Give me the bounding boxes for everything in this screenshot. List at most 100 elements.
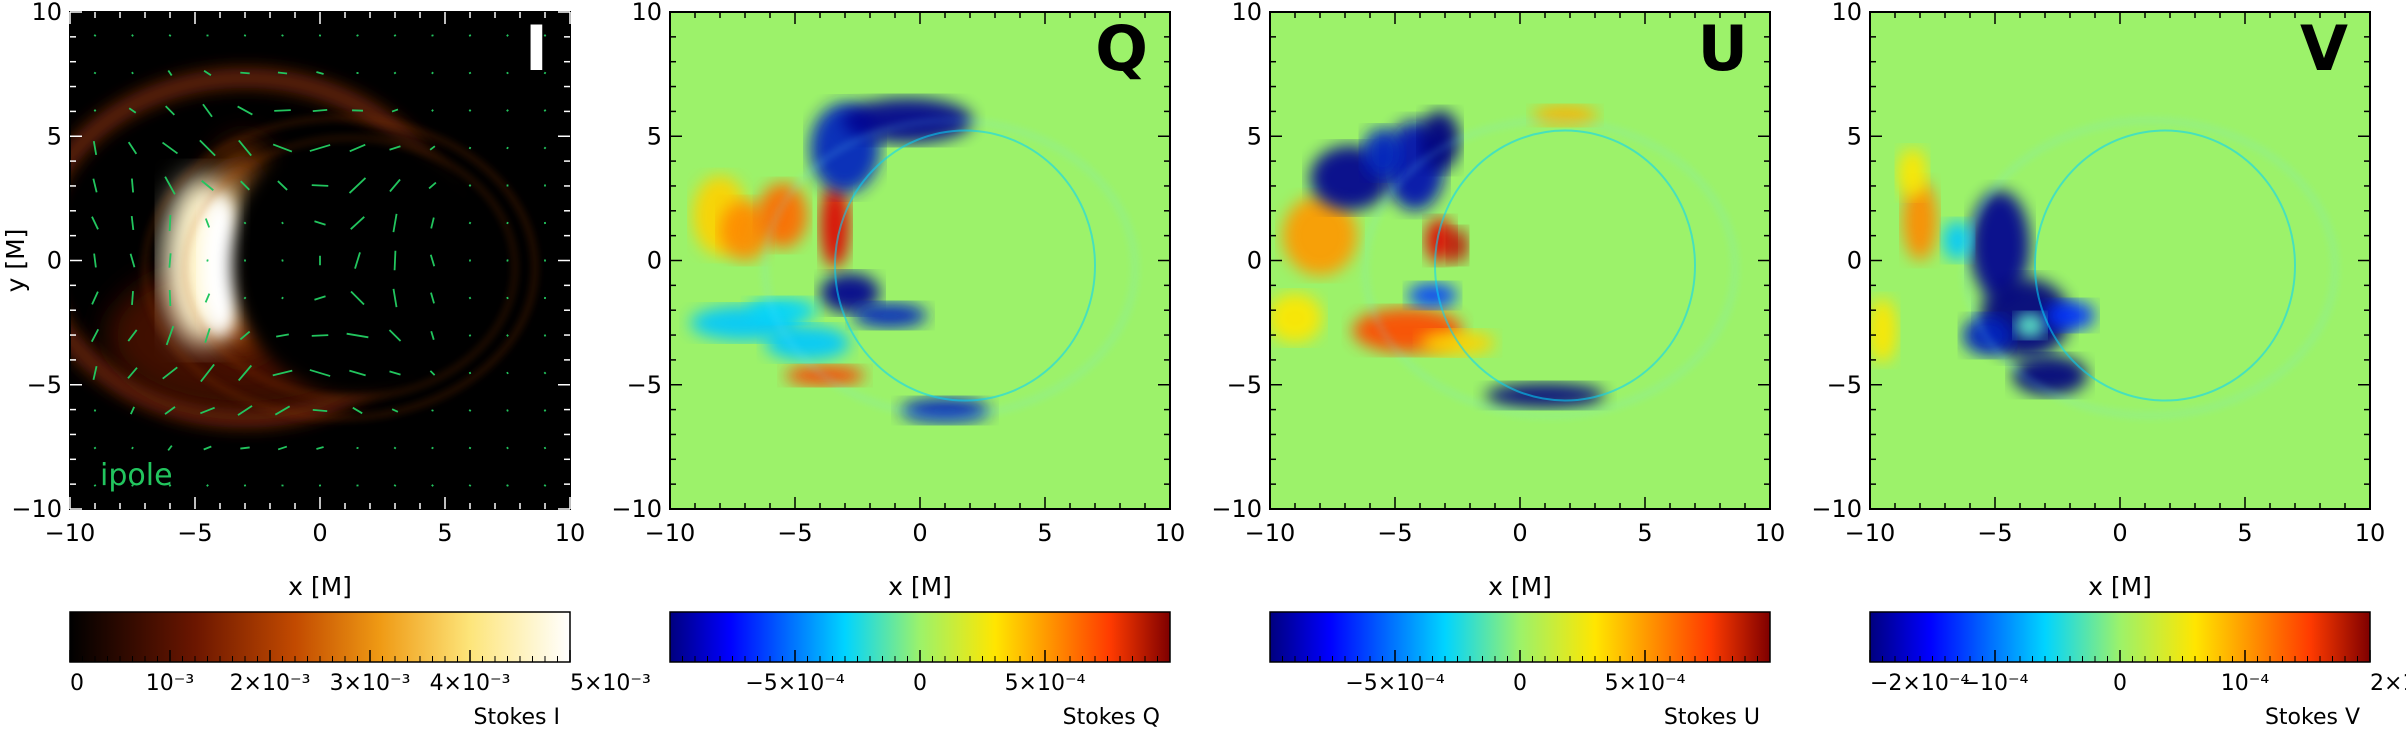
x-axis-label: x [M] [288,572,352,601]
polarization-tick [309,369,331,377]
polarization-tick [131,446,134,450]
polarization-tick [93,446,97,450]
stokes-image [670,12,1170,509]
y-tick-label: −10 [1211,495,1262,523]
y-tick-label: 0 [1247,247,1262,275]
polarization-tick [274,109,291,112]
polarization-feature [2045,300,2095,331]
polarization-tick [237,105,253,116]
polarization-feature [820,273,880,313]
polarization-tick [130,406,135,415]
polarization-tick [204,218,211,228]
polarization-tick [543,484,547,487]
polarization-tick [238,139,252,157]
colorbar-tick-label: −2×10⁻⁴ [1870,671,1969,696]
polarization-tick [168,34,172,37]
colorbar-tick-label: 10⁻⁴ [2221,671,2270,696]
polarization-tick [281,34,284,37]
polarization-tick [468,334,472,337]
polarization-tick [91,291,99,305]
polarization-feature [747,298,818,323]
polarization-tick [468,221,472,225]
polarization-tick [272,369,293,377]
emission-ring-thin [143,116,537,420]
polarization-tick [506,146,509,150]
panel-letter: Q [1095,12,1148,85]
polarization-tick [346,332,369,339]
colorbar-tick-label: 10⁻³ [146,671,194,696]
polarization-tick [389,178,401,193]
polarization-tick [93,409,97,412]
polarization-tick [199,139,216,157]
polarization-tick [168,253,172,268]
polarization-tick [506,484,509,487]
y-tick-label: 0 [1847,247,1862,275]
photon-ring [184,137,516,399]
polarization-tick [314,220,326,226]
colorbar-tick-label: −5×10⁻⁴ [745,671,844,696]
polarization-tick [429,254,436,267]
polarization-feature [757,183,808,248]
image-background [1870,12,2370,509]
colorbar [69,611,571,663]
panel-u: −10 −5 0 5 10 −10 −5 0 5 10 x [M] U −5×10⁻⁴ 0 5×10⁻⁴ St… [1211,0,1785,730]
polarization-tick [431,409,434,412]
polarization-tick [393,446,397,450]
polarization-tick [468,146,472,150]
polarization-tick [468,34,472,37]
polarization-tick [468,296,472,300]
image-background [670,12,1170,509]
polarization-tick [127,141,138,155]
polarization-tick [543,71,547,75]
polarization-tick [243,296,247,300]
y-tick-label: −5 [1827,371,1862,399]
polarization-tick [506,71,509,75]
x-tick-label: −5 [1977,519,2012,547]
polarization-tick [468,109,472,112]
polarization-tick [468,184,472,187]
y-tick-label: 5 [1847,122,1862,150]
polarization-tick [350,290,365,306]
polarization-tick [431,446,434,450]
colorbar-tick-label: 0 [2113,671,2127,696]
polarization-feature [1447,228,1468,263]
polarization-tick [276,333,289,338]
polarization-feature [1270,293,1323,343]
polarization-tick [391,108,399,113]
polarization-feature [1902,180,1938,261]
polarization-tick [354,252,361,269]
colorbar-tick-label: −10⁻⁴ [1962,671,2029,696]
polarization-feature [2015,313,2045,338]
polarization-tick [165,105,175,116]
polarization-tick [349,369,366,377]
polarization-tick [168,214,172,232]
polarization-tick [356,34,359,37]
code-label: ipole [100,458,173,493]
y-tick-label: −5 [1227,371,1262,399]
polarization-tick [127,329,138,342]
polarization-tick [127,367,138,379]
colorbar-title: Stokes I [474,705,561,730]
polarization-tick [393,250,397,271]
polarization-feature [1970,190,2030,301]
polarization-tick [506,109,509,112]
colorbar-tick-label: 2×10⁻ [2370,671,2406,696]
colorbar-tick-label: 3×10⁻³ [330,671,411,696]
polarization-feature [765,325,850,361]
polarization-tick [206,259,209,262]
x-axis-label: x [M] [1488,572,1552,601]
polarization-tick [543,109,547,112]
polarization-tick [389,145,401,151]
polarization-tick [506,259,509,262]
x-tick-label: −10 [45,519,96,547]
panel-q: −10 −5 0 5 10 −10 −5 0 5 10 x [M] Q −5×10⁻⁴ 0 5×10⁻⁴ St… [611,0,1185,730]
polarization-tick [237,405,253,416]
polarization-tick [243,221,247,225]
x-tick-label: −5 [777,519,812,547]
polarization-tick [202,103,213,118]
polarization-tick [92,178,98,193]
polarization-tick [167,445,173,451]
polarization-tick [350,216,365,230]
black-hole-shadow [232,133,498,398]
y-tick-label: 10 [1231,0,1262,26]
